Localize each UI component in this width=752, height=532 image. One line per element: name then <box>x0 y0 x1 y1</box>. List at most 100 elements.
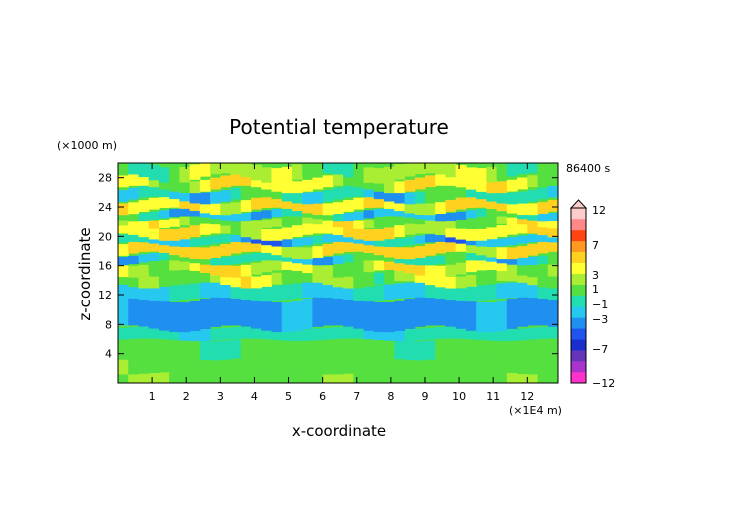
contour-cell <box>486 355 498 372</box>
contour-cell <box>158 372 170 383</box>
contour-cell <box>445 296 457 327</box>
contour-cell <box>486 253 498 262</box>
contour-cell <box>291 225 303 237</box>
contour-cell <box>547 284 558 301</box>
contour-cell <box>455 235 467 244</box>
contour-cell <box>281 227 293 240</box>
contour-cell <box>332 327 344 339</box>
contour-cell <box>138 296 150 327</box>
contour-cell <box>230 295 242 326</box>
contour-cell <box>312 257 324 266</box>
contour-cell <box>496 283 508 299</box>
contour-cell <box>527 295 539 326</box>
y-tick-label: 16 <box>98 260 112 273</box>
y-tick-label: 8 <box>105 318 112 331</box>
contour-cell <box>394 356 406 372</box>
contour-cell <box>394 208 406 217</box>
contour-cell <box>261 336 273 356</box>
contour-cell <box>527 203 539 216</box>
contour-cell <box>343 185 354 198</box>
contour-cell <box>302 329 314 341</box>
contour-cell <box>394 181 406 194</box>
contour-cell <box>506 269 518 282</box>
contour-cell <box>240 234 252 243</box>
contour-cell <box>424 372 436 383</box>
contour-cell <box>261 260 273 273</box>
contour-cell <box>496 259 508 272</box>
contour-cell <box>384 253 395 262</box>
contour-cell <box>353 298 365 329</box>
contour-cell <box>210 328 221 341</box>
contour-cell <box>363 285 375 302</box>
contour-cell <box>465 167 477 183</box>
contour-cell <box>343 225 354 238</box>
contour-cell <box>384 208 395 217</box>
contour-cell <box>414 358 426 374</box>
contour-cell <box>251 164 262 181</box>
colorbar-label: −1 <box>592 298 608 311</box>
contour-cell <box>424 217 436 226</box>
contour-cell <box>332 358 344 375</box>
contour-cell <box>465 196 477 208</box>
contour-cell <box>373 272 385 285</box>
contour-cell <box>465 237 477 246</box>
contour-cell <box>210 341 221 361</box>
contour-cell <box>373 168 385 184</box>
contour-cell <box>199 163 211 177</box>
contour-cell <box>373 355 385 372</box>
contour-cell <box>517 271 528 283</box>
contour-cell <box>169 337 180 357</box>
contour-cell <box>343 174 354 186</box>
contour-cell <box>343 373 354 383</box>
contour-cell <box>445 373 457 383</box>
contour-cell <box>332 339 344 359</box>
contour-cell <box>506 237 518 246</box>
contour-cell <box>445 225 457 238</box>
contour-cell <box>363 210 375 219</box>
contour-cell <box>169 187 180 200</box>
contour-cell <box>199 261 211 273</box>
contour-cell <box>353 239 365 252</box>
contour-cell <box>251 276 262 289</box>
contour-cell <box>486 370 498 383</box>
contour-cell <box>517 177 528 190</box>
contour-cell <box>537 241 549 254</box>
contour-cell <box>271 195 283 208</box>
contour-cell <box>199 237 211 246</box>
contour-cell <box>148 184 160 197</box>
contour-cell <box>547 174 558 186</box>
contour-cell <box>302 215 314 224</box>
contour-cell <box>465 260 477 273</box>
contour-cell <box>281 370 293 383</box>
y-axis: 4 8 12 16 20 24 28 <box>98 172 558 361</box>
contour-cell <box>445 174 457 186</box>
contour-cell <box>373 371 385 383</box>
contour-cell <box>220 163 232 174</box>
colorbar-segment <box>571 208 586 220</box>
contour-cell <box>189 225 201 238</box>
contour-cell <box>537 163 549 175</box>
contour-cell <box>476 285 487 301</box>
contour-cell <box>230 283 242 299</box>
contour-cell <box>281 208 293 217</box>
contour-cell <box>506 163 518 177</box>
contour-cell <box>373 285 385 301</box>
contour-cell <box>220 221 232 234</box>
contour-cell <box>414 341 426 361</box>
contour-cell <box>158 336 170 356</box>
contour-cell <box>158 300 170 331</box>
contour-cell <box>373 218 385 227</box>
contour-cell <box>384 227 395 240</box>
contour-cell <box>363 275 375 287</box>
y-axis-title: z-coordinate <box>76 227 94 320</box>
contour-cell <box>312 235 324 244</box>
contour-cell <box>210 235 221 244</box>
contour-cell <box>189 259 201 271</box>
contour-cell <box>455 337 467 357</box>
colorbar-border <box>570 207 587 384</box>
contour-cell <box>251 184 262 197</box>
colorbar-segment <box>571 306 586 318</box>
contour-cell <box>158 327 170 340</box>
contour-cell <box>210 191 221 204</box>
x-tick-label: 6 <box>319 390 326 403</box>
